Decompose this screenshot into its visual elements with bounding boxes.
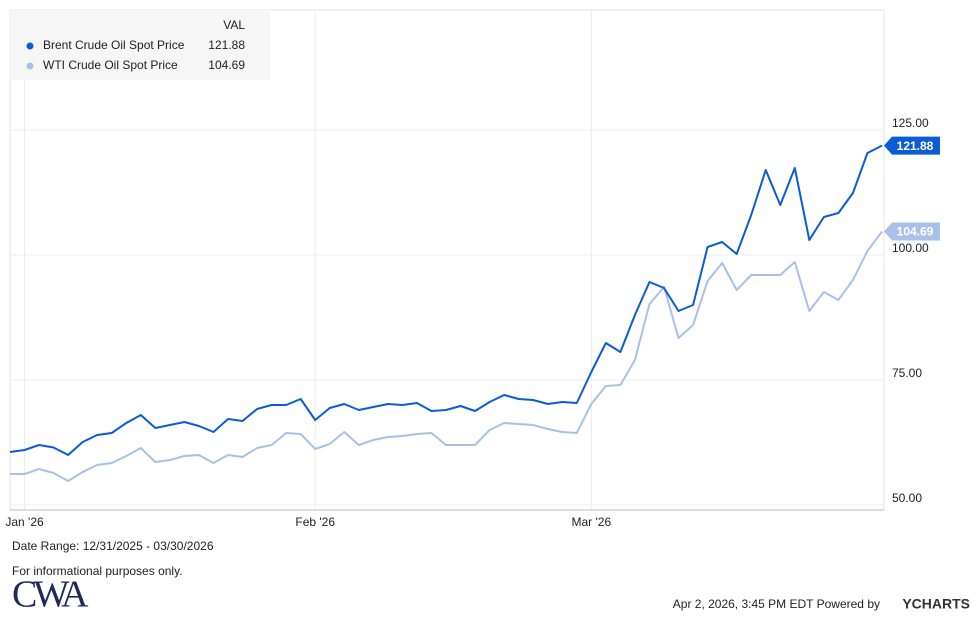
end-value-label: 121.88 — [897, 139, 934, 153]
disclaimer: For informational purposes only. — [12, 564, 183, 578]
brand: YCHARTS — [902, 596, 970, 612]
legend-label: WTI Crude Oil Spot Price — [43, 58, 178, 72]
date-range: Date Range: 12/31/2025 - 03/30/2026 — [12, 539, 214, 553]
logo: CWA — [12, 574, 89, 616]
y-tick-label: 75.00 — [892, 366, 922, 380]
line-series — [10, 230, 883, 482]
legend: VAL Brent Crude Oil Spot Price 121.88 WTI C… — [10, 10, 270, 80]
x-tick-label: Mar '26 — [572, 515, 612, 529]
end-value-label: 104.69 — [897, 225, 934, 239]
y-tick-label: 50.00 — [892, 491, 922, 505]
legend-marker — [26, 62, 34, 70]
y-tick-label: 125.00 — [892, 116, 929, 130]
legend-header: VAL — [223, 18, 245, 32]
legend-label: Brent Crude Oil Spot Price — [43, 38, 185, 52]
legend-value: 121.88 — [208, 38, 245, 52]
plot-area — [9, 9, 885, 511]
legend-box — [10, 10, 270, 80]
line-series — [9, 144, 883, 456]
x-tick-label: Jan '26 — [5, 515, 44, 529]
y-tick-label: 100.00 — [892, 241, 929, 255]
x-tick-label: Feb '26 — [295, 515, 335, 529]
legend-marker — [26, 42, 34, 50]
end-tag — [884, 136, 940, 155]
end-tag — [884, 222, 940, 241]
legend-value: 104.69 — [208, 58, 245, 72]
timestamp: Apr 2, 2026, 3:45 PM EDT Powered by — [673, 597, 880, 611]
